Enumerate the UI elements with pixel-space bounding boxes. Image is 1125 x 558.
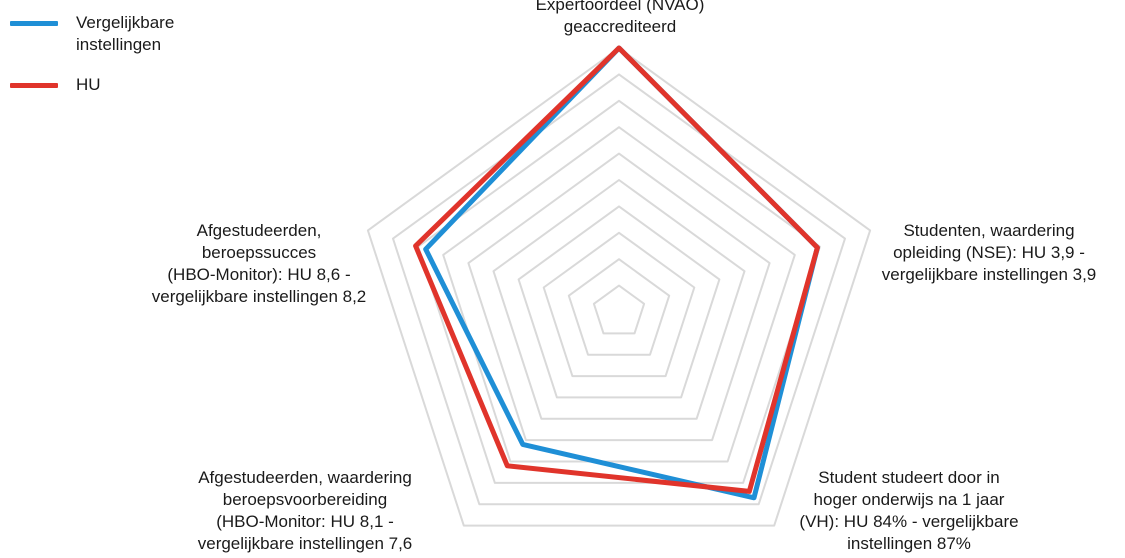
axis-label-beroepsvoorbereiding: Afgestudeerden, waardering beroepsvoorbe…	[197, 468, 413, 553]
grid-ring-4	[517, 205, 721, 399]
axis-label-beroepssucces: Afgestudeerden, beroepssucces (HBO-Monit…	[151, 221, 367, 306]
grid-ring-3	[542, 231, 696, 378]
legend-label-comparable: Vergelijkbare instellingen	[76, 13, 175, 54]
grid-ring-10	[366, 47, 872, 527]
series-line-hu	[413, 45, 820, 494]
grid-ring-7	[442, 126, 796, 463]
legend-swatch-comparable	[10, 21, 58, 26]
radar-series	[413, 45, 820, 501]
grid-ring-2	[567, 258, 671, 356]
legend-swatch-hu	[10, 83, 58, 88]
grid-ring-1	[592, 284, 646, 335]
grid-ring-9	[392, 73, 846, 506]
legend-item-hu: HU	[10, 74, 101, 96]
axis-label-studiesucces: Student studeert door in hoger onderwijs…	[799, 468, 1019, 553]
series-line-comparable	[423, 45, 820, 501]
axis-label-expertoordeel: Expertoordeel (NVAO) geaccrediteerd	[535, 0, 705, 36]
grid-ring-6	[467, 152, 771, 442]
legend-item-comparable: Vergelijkbare instellingen	[10, 12, 174, 56]
radar-grid	[366, 47, 872, 527]
legend-label-hu: HU	[76, 75, 101, 94]
axis-label-studenten-nse: Studenten, waardering opleiding (NSE): H…	[881, 221, 1097, 284]
grid-ring-5	[492, 179, 746, 420]
